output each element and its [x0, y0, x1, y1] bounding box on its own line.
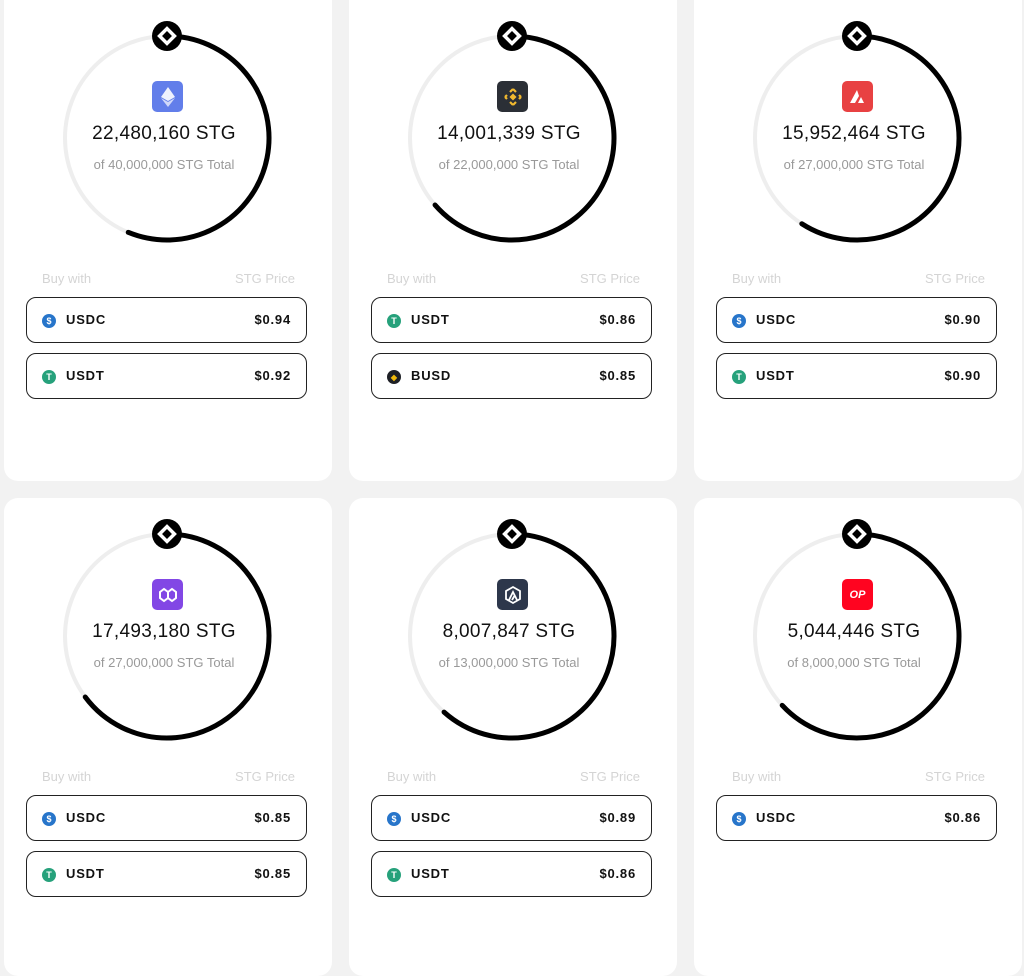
token-price: $0.86 — [599, 866, 636, 881]
stargate-marker-icon — [497, 519, 527, 549]
usdt-icon: T — [42, 868, 56, 882]
stg-total: of 13,000,000 STG Total — [438, 655, 580, 670]
optimism-icon: OP — [842, 579, 873, 610]
buy-option-busd[interactable]: ◆ BUSD $0.85 — [371, 353, 652, 399]
progress-ring — [63, 519, 272, 741]
stg-amount: 8,007,847 STG — [442, 621, 576, 642]
progress-arc — [125, 33, 272, 243]
token-name: USDC — [756, 312, 797, 327]
stg-total: of 27,000,000 STG Total — [783, 157, 925, 172]
progress-ring — [63, 21, 272, 243]
buy-option-usdt[interactable]: T USDT $0.85 — [26, 851, 307, 897]
token-price: $0.90 — [944, 368, 981, 383]
stg-price-label: STG Price — [235, 769, 295, 784]
usdc-icon: $ — [732, 812, 746, 826]
token-name: USDC — [411, 810, 452, 825]
pool-card-optimism: OP 5,044,446 STG of 8,000,000 STG Total Buy… — [694, 498, 1022, 976]
progress-ring — [753, 519, 962, 741]
buy-with-label: Buy with — [387, 271, 437, 286]
stg-price-label: STG Price — [235, 271, 295, 286]
usdc-icon: $ — [42, 314, 56, 328]
token-name: USDT — [411, 866, 450, 881]
stg-total: of 8,000,000 STG Total — [787, 655, 921, 670]
token-price: $0.85 — [254, 866, 291, 881]
buy-option-usdc[interactable]: $ USDC $0.86 — [716, 795, 997, 841]
usdt-icon: T — [42, 370, 56, 384]
token-name: USDC — [66, 312, 107, 327]
token-price: $0.89 — [599, 810, 636, 825]
token-price: $0.94 — [254, 312, 291, 327]
stg-total: of 22,000,000 STG Total — [438, 157, 580, 172]
stg-price-label: STG Price — [925, 769, 985, 784]
stg-amount: 15,952,464 STG — [782, 123, 926, 144]
buy-with-label: Buy with — [732, 271, 782, 286]
progress-arc — [441, 531, 617, 741]
token-price: $0.85 — [599, 368, 636, 383]
usdc-icon: $ — [42, 812, 56, 826]
stg-total: of 27,000,000 STG Total — [93, 655, 235, 670]
progress-arc — [432, 33, 617, 243]
buy-option-usdc[interactable]: $ USDC $0.85 — [26, 795, 307, 841]
token-name: USDT — [756, 368, 795, 383]
token-price: $0.85 — [254, 810, 291, 825]
buy-option-usdt[interactable]: T USDT $0.90 — [716, 353, 997, 399]
stg-amount: 22,480,160 STG — [92, 123, 236, 144]
pool-card-arbitrum: 8,007,847 STG of 13,000,000 STG Total Buy … — [349, 498, 677, 976]
token-price: $0.86 — [599, 312, 636, 327]
progress-ring — [408, 519, 617, 741]
buy-option-usdc[interactable]: $ USDC $0.89 — [371, 795, 652, 841]
buy-with-label: Buy with — [732, 769, 782, 784]
token-name: USDT — [66, 368, 105, 383]
chain-logo-text: OP — [849, 588, 866, 601]
usdt-icon: T — [732, 370, 746, 384]
stargate-marker-icon — [842, 21, 872, 51]
buy-with-label: Buy with — [42, 769, 92, 784]
pool-card-polygon: 17,493,180 STG of 27,000,000 STG Total Buy… — [4, 498, 332, 976]
stg-amount: 5,044,446 STG — [787, 621, 921, 642]
token-name: USDT — [66, 866, 105, 881]
bnb-icon — [497, 81, 528, 112]
pool-card-bnb-chain: 14,001,339 STG of 22,000,000 STG Total Buy… — [349, 0, 677, 481]
pool-card-ethereum: 22,480,160 STG of 40,000,000 STG Total Buy… — [4, 0, 332, 481]
buy-option-usdc[interactable]: $ USDC $0.90 — [716, 297, 997, 343]
stargate-marker-icon — [152, 519, 182, 549]
buy-option-usdt[interactable]: T USDT $0.86 — [371, 297, 652, 343]
stg-amount: 17,493,180 STG — [92, 621, 236, 642]
progress-ring — [753, 21, 962, 243]
token-price: $0.90 — [944, 312, 981, 327]
progress-ring — [408, 21, 617, 243]
polygon-icon — [152, 579, 183, 610]
stg-price-label: STG Price — [580, 769, 640, 784]
stg-total: of 40,000,000 STG Total — [93, 157, 235, 172]
pool-card-avalanche: 15,952,464 STG of 27,000,000 STG Total Buy… — [694, 0, 1022, 481]
buy-option-usdt[interactable]: T USDT $0.92 — [26, 353, 307, 399]
stg-price-label: STG Price — [925, 271, 985, 286]
buy-option-usdt[interactable]: T USDT $0.86 — [371, 851, 652, 897]
buy-with-label: Buy with — [42, 271, 92, 286]
stargate-marker-icon — [842, 519, 872, 549]
token-name: USDC — [66, 810, 107, 825]
token-price: $0.92 — [254, 368, 291, 383]
ethereum-icon — [152, 81, 183, 112]
stg-amount: 14,001,339 STG — [437, 123, 581, 144]
stargate-marker-icon — [152, 21, 182, 51]
progress-arc — [799, 33, 962, 243]
token-name: BUSD — [411, 368, 452, 383]
buy-with-label: Buy with — [387, 769, 437, 784]
busd-icon: ◆ — [387, 370, 401, 384]
usdt-icon: T — [387, 314, 401, 328]
token-name: USDC — [756, 810, 797, 825]
stg-price-label: STG Price — [580, 271, 640, 286]
progress-arc — [82, 531, 272, 741]
progress-arc — [779, 531, 962, 741]
token-price: $0.86 — [944, 810, 981, 825]
usdt-icon: T — [387, 868, 401, 882]
stargate-marker-icon — [497, 21, 527, 51]
usdc-icon: $ — [732, 314, 746, 328]
usdc-icon: $ — [387, 812, 401, 826]
avalanche-icon — [842, 81, 873, 112]
token-name: USDT — [411, 312, 450, 327]
arbitrum-icon — [497, 579, 528, 610]
buy-option-usdc[interactable]: $ USDC $0.94 — [26, 297, 307, 343]
